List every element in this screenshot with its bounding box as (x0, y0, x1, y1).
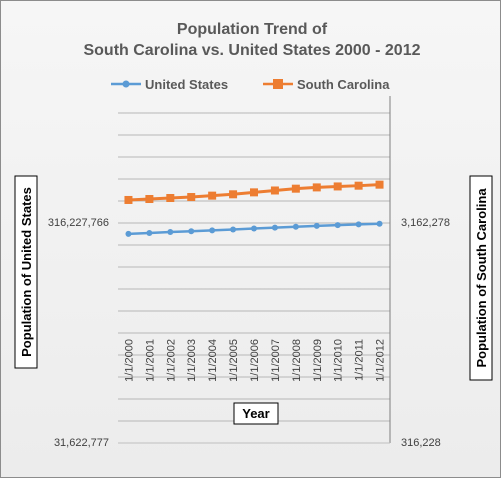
legend-label-south-carolina: South Carolina (297, 77, 390, 92)
data-point-united-states (292, 223, 299, 230)
x-tick-label: 1/1/2001 (144, 339, 156, 382)
data-point-united-states (209, 227, 216, 234)
data-point-south-carolina (187, 193, 196, 202)
left-tick-label-bottom: 31,622,777 (54, 437, 109, 449)
data-point-south-carolina (124, 195, 133, 204)
right-tick-label-top: 3,162,278 (401, 217, 450, 229)
data-point-united-states (313, 222, 320, 229)
right-tick-label-bottom: 316,228 (401, 437, 441, 449)
x-tick-label: 1/1/2006 (249, 339, 261, 382)
left-y-axis-title: Population of United States (14, 175, 38, 369)
data-point-south-carolina (375, 180, 384, 189)
x-axis-title-text: Year (242, 406, 269, 421)
x-tick-label: 1/1/2000 (123, 339, 135, 382)
data-point-united-states (188, 228, 195, 235)
x-tick-label: 1/1/2004 (207, 339, 219, 382)
data-point-united-states (167, 229, 174, 236)
data-point-south-carolina (312, 183, 321, 192)
chart-title-line-2: South Carolina vs. United States 2000 - … (83, 42, 420, 59)
data-point-south-carolina (229, 190, 238, 199)
x-tick-labels: 1/1/2000 1/1/2001 1/1/2002 1/1/2003 1/1/2004… (123, 339, 386, 382)
data-point-united-states (125, 230, 132, 237)
chart-title-line-1: Population Trend of (177, 21, 328, 38)
left-y-axis-title-text: Population of United States (19, 187, 34, 357)
legend-square-south-carolina (273, 79, 283, 89)
x-tick-label: 1/1/2003 (186, 339, 198, 382)
data-point-south-carolina (354, 181, 363, 190)
data-point-south-carolina (145, 195, 154, 204)
x-tick-label: 1/1/2008 (291, 339, 303, 382)
x-tick-label: 1/1/2012 (375, 339, 387, 382)
data-point-united-states (230, 226, 237, 233)
data-point-south-carolina (166, 194, 175, 203)
chart-legend: United States South Carolina (111, 77, 390, 92)
data-point-south-carolina (291, 184, 300, 193)
x-tick-label: 1/1/2009 (312, 339, 324, 382)
data-point-united-states (146, 229, 153, 236)
right-y-axis-title-text: Population of South Carolina (474, 188, 489, 368)
data-point-south-carolina (208, 191, 217, 200)
x-tick-label: 1/1/2005 (228, 339, 240, 382)
right-y-axis-title: Population of South Carolina (469, 175, 493, 381)
data-point-united-states (251, 225, 257, 232)
x-axis-title: Year (233, 402, 279, 425)
left-tick-label-top: 316,227,766 (48, 217, 109, 229)
series-layer (124, 180, 384, 237)
data-point-united-states (334, 222, 341, 229)
data-point-south-carolina (250, 188, 258, 197)
gridlines (118, 112, 390, 422)
legend-label-united-states: United States (145, 77, 228, 92)
x-tick-label: 1/1/2011 (354, 339, 366, 381)
x-tick-label: 1/1/2010 (333, 339, 345, 382)
x-tick-label: 1/1/2002 (165, 339, 177, 382)
data-point-united-states (355, 221, 362, 228)
data-point-south-carolina (270, 186, 279, 195)
legend-dot-united-states (122, 80, 130, 88)
x-tick-label: 1/1/2007 (270, 339, 282, 382)
data-point-united-states (376, 220, 383, 227)
data-point-south-carolina (333, 182, 342, 191)
data-point-united-states (271, 224, 278, 231)
